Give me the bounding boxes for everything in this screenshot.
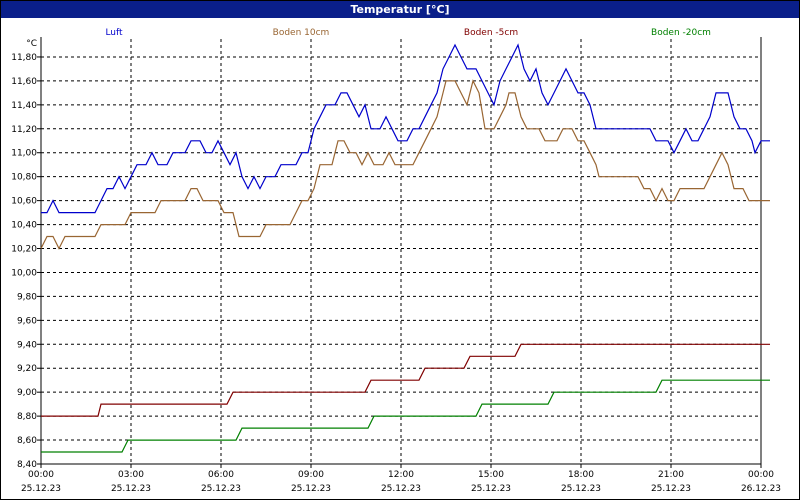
series-lines <box>40 43 770 453</box>
series-line-luft <box>41 43 770 214</box>
x-tick-date: 25.12.23 <box>471 484 511 494</box>
legend-item: Luft <box>105 28 123 38</box>
y-tick-label: 10,60 <box>11 197 37 207</box>
y-tick-label: 8,80 <box>17 412 37 422</box>
x-tick-time: 06:00 <box>208 470 234 480</box>
y-tick-label: 9,20 <box>17 364 37 374</box>
x-tick-date: 25.12.23 <box>651 484 691 494</box>
x-tick-time: 00:00 <box>748 470 774 480</box>
y-tick-label: 10,20 <box>11 245 37 255</box>
x-tick-time: 00:00 <box>28 470 54 480</box>
y-tick-label: 9,80 <box>17 292 37 302</box>
y-tick-label: 8,40 <box>17 460 37 470</box>
y-tick-label: 10,00 <box>11 268 37 278</box>
x-tick-time: 03:00 <box>118 470 144 480</box>
axes: 11,80 11,60 11,40 11,20 11,00 10,80 10,60 10,40… <box>11 37 781 494</box>
legend: Luft Boden 10cm Boden -5cm Boden -20cm <box>105 28 711 38</box>
temperature-chart: 11,80 11,60 11,40 11,20 11,00 10,80 10,60 10,40… <box>11 28 781 494</box>
legend-item: Boden -5cm <box>464 28 518 38</box>
y-tick-label: 11,60 <box>11 77 37 87</box>
unit-label: °C <box>26 39 37 49</box>
x-tick-time: 18:00 <box>568 470 594 480</box>
x-tick-time: 21:00 <box>658 470 684 480</box>
y-tick-label: 11,40 <box>11 101 37 111</box>
series-line-boden-5cm <box>41 343 770 417</box>
window-title: Temperatur [°C] <box>1 1 799 18</box>
legend-item: Boden -20cm <box>651 28 711 38</box>
y-tick-label: 11,20 <box>11 125 37 135</box>
x-tick-time: 12:00 <box>388 470 414 480</box>
x-tick-date: 25.12.23 <box>291 484 331 494</box>
series-line-boden-10cm <box>40 79 770 250</box>
y-tick-label: 9,60 <box>17 316 37 326</box>
x-tick-date: 25.12.23 <box>201 484 241 494</box>
x-tick-date: 25.12.23 <box>111 484 151 494</box>
y-tick-label: 8,60 <box>17 436 37 446</box>
grid <box>41 39 761 465</box>
y-tick-label: 10,80 <box>11 173 37 183</box>
x-tick-time: 15:00 <box>478 470 504 480</box>
series-line-boden-20cm <box>41 379 770 453</box>
legend-item: Boden 10cm <box>273 28 330 38</box>
y-tick-label: 9,00 <box>17 388 37 398</box>
x-tick-date: 25.12.23 <box>381 484 421 494</box>
x-tick-time: 09:00 <box>298 470 324 480</box>
y-tick-label: 9,40 <box>17 340 37 350</box>
y-tick-label: 11,00 <box>11 149 37 159</box>
x-tick-date: 25.12.23 <box>21 484 61 494</box>
y-tick-label: 10,40 <box>11 221 37 231</box>
y-tick-label: 11,80 <box>11 53 37 63</box>
x-tick-date: 26.12.23 <box>741 484 781 494</box>
x-tick-date: 25.12.23 <box>561 484 601 494</box>
